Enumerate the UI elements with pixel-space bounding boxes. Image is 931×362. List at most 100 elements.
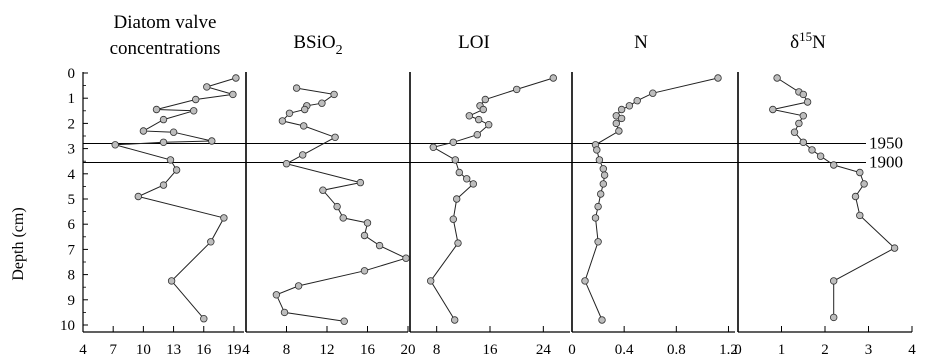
panel-0-series-line [115, 77, 237, 320]
panel-3-x-tick-label: 0.4 [615, 342, 634, 358]
panel-4-x-tick-label: 2 [821, 342, 829, 358]
panel-2-point [427, 277, 435, 285]
panel-3-point [625, 102, 634, 110]
panel-4-point [890, 244, 899, 252]
panel-1-point [340, 317, 348, 325]
panel-0-point [232, 74, 240, 82]
panel-2-series-line [430, 77, 554, 321]
panel-1-point [331, 133, 339, 141]
panel-4-point [799, 112, 807, 120]
panel-1-point [292, 84, 301, 92]
y-tick-label: 4 [68, 167, 76, 183]
panel-0-x-tick-label: 13 [166, 342, 181, 358]
series [111, 74, 899, 325]
panel-2-point [454, 239, 462, 247]
reference-label-1950: 1950 [869, 134, 903, 153]
panel-2-x-tick-label: 24 [536, 342, 552, 358]
panel-0-point [166, 156, 175, 164]
panel-0-title-line1: Diatom valve [114, 12, 217, 33]
y-tick-label: 7 [68, 242, 76, 258]
panel-3-point [612, 119, 620, 128]
panel-0-x-tick-label: 4 [79, 342, 87, 358]
panel-3-point [649, 89, 657, 97]
panel-3-point [594, 238, 602, 246]
panel-2-point [465, 112, 473, 120]
panel-3-point [594, 202, 602, 211]
y-axis-title: Depth (cm) [10, 207, 27, 280]
panel-4-point [830, 313, 838, 322]
panel-0-point [220, 214, 228, 222]
panel-1-point [285, 109, 294, 117]
panel-3-point [591, 214, 600, 222]
panel-1-point [330, 90, 338, 99]
panel-2-x-tick-label: 8 [433, 342, 441, 358]
panel-0-point [159, 115, 168, 124]
panel-3-point [581, 277, 589, 285]
panel-4-title: δ15N [790, 29, 826, 53]
panel-2-point [451, 316, 459, 324]
panel-2-point [513, 85, 521, 94]
y-tick-label: 8 [68, 268, 76, 284]
panel-1-point [294, 282, 303, 290]
panel-4-point [799, 138, 807, 146]
panel-1-point [339, 214, 347, 222]
panel-0-point [207, 238, 215, 246]
panel-1-point [280, 308, 289, 317]
panel-3-point [595, 156, 604, 164]
panel-4-point [816, 152, 825, 160]
panel-4-point [773, 74, 781, 82]
panel-3-point [615, 127, 623, 135]
panel-1-point [319, 186, 327, 194]
panel-2-point [453, 195, 461, 203]
panel-0-point [203, 83, 211, 91]
panel-0-x-tick-label: 19 [226, 342, 241, 358]
y-tick-label: 3 [68, 142, 76, 158]
panel-1-point [301, 105, 309, 114]
panel-4-point [856, 211, 864, 220]
panel-4-point [830, 161, 838, 169]
panel-4-point [803, 98, 812, 106]
panel-3-point [600, 171, 609, 179]
reference-label-1900: 1900 [869, 152, 903, 171]
panel-2-point [473, 130, 481, 139]
panel-0-point [159, 181, 168, 189]
panel-0-point [159, 138, 168, 146]
y-tick-label: 9 [68, 293, 76, 309]
panel-3-point [617, 105, 626, 114]
panel-0-x-tick-label: 16 [196, 342, 212, 358]
panel-0-x-tick-label: 10 [136, 342, 151, 358]
panel-1-point [356, 178, 365, 187]
panel-4-point [830, 277, 838, 285]
panel-1-point [375, 241, 384, 250]
reference-lines [83, 143, 866, 163]
panel-0-point [111, 141, 119, 149]
panel-2-point [475, 115, 483, 124]
panel-3-point [617, 114, 626, 123]
panel-4-point [808, 146, 816, 154]
panel-1-point [360, 267, 369, 275]
panel-2-point [429, 143, 437, 151]
panel-0-point [229, 90, 237, 99]
panel-3-x-tick-label: 0.8 [667, 342, 686, 358]
panel-1-x-tick-label: 16 [360, 342, 376, 358]
axes [82, 72, 913, 333]
panel-4-point [856, 168, 864, 177]
panel-1-x-tick-label: 20 [401, 342, 416, 358]
panel-1-point [299, 151, 307, 159]
panel-0-point [189, 107, 198, 115]
panel-1-point [300, 122, 308, 130]
panel-1-point [333, 202, 341, 211]
panel-4-point [795, 119, 803, 128]
panel-1-point [282, 159, 291, 168]
panel-0-point [191, 95, 200, 104]
panel-0-point [134, 192, 142, 201]
y-tick-label: 6 [68, 217, 76, 233]
panel-3-series-line [584, 77, 719, 321]
panel-0-x-tick-label: 7 [109, 342, 117, 358]
panel-2-point [451, 156, 459, 164]
panel-0-point [139, 127, 148, 135]
panel-2-point [455, 168, 463, 177]
panel-1-x-tick-label: 12 [320, 342, 335, 358]
